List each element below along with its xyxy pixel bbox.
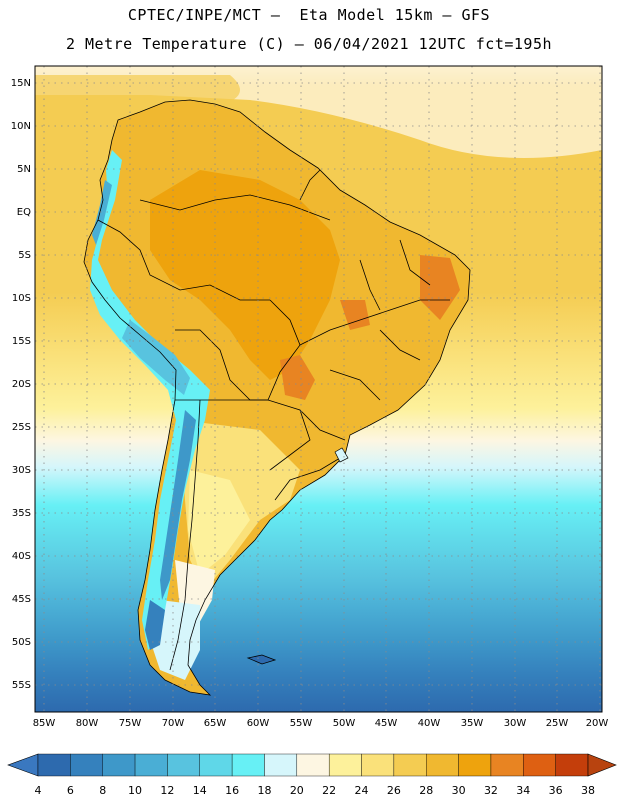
- lat-label: 35S: [12, 508, 31, 519]
- map-title-line-2: 2 Metre Temperature (C) – 06/04/2021 12U…: [65, 35, 553, 53]
- lon-label: 20W: [586, 718, 609, 729]
- colorbar-label: 4: [35, 784, 42, 797]
- lat-label: 10S: [12, 293, 31, 304]
- colorbar-swatch: [70, 753, 103, 777]
- colorbar-swatch: [426, 753, 459, 777]
- colorbar-label: 28: [419, 784, 433, 797]
- colorbar-label: 38: [581, 784, 595, 797]
- colorbar-label: 14: [193, 784, 207, 797]
- colorbar-swatch: [102, 753, 136, 777]
- colorbar-swatch: [523, 753, 556, 777]
- lon-label: 75W: [119, 718, 142, 729]
- lat-label: 15S: [12, 336, 31, 347]
- colorbar-label: 6: [67, 784, 74, 797]
- colorbar-label: 22: [322, 784, 336, 797]
- colorbar-label: 8: [99, 784, 106, 797]
- colorbar-swatch: [199, 753, 233, 777]
- lon-label: 55W: [290, 718, 313, 729]
- colorbar-label: 32: [484, 784, 498, 797]
- lat-label: 40S: [12, 551, 31, 562]
- colorbar-under-arrow: [7, 753, 39, 777]
- colorbar-swatch: [296, 753, 330, 777]
- lon-label: 30W: [504, 718, 527, 729]
- colorbar-label: 34: [516, 784, 530, 797]
- colorbar-swatch: [264, 753, 298, 777]
- lon-label: 60W: [247, 718, 270, 729]
- country-borders: [83, 99, 471, 696]
- colorbar-swatch: [490, 753, 524, 777]
- colorbar-swatch: [231, 753, 265, 777]
- lat-label: 5S: [18, 250, 31, 261]
- latitude-labels: 15N 10N 5N EQ 5S 10S 15S 20S 25S 30S 35S…: [11, 78, 31, 691]
- colorbar-label: 20: [290, 784, 304, 797]
- lat-label: 5N: [17, 164, 31, 175]
- lat-label: 15N: [11, 78, 31, 89]
- colorbar-label: 26: [387, 784, 401, 797]
- colorbar-label: 12: [160, 784, 174, 797]
- colorbar-swatch: [37, 753, 71, 777]
- temperature-field: [35, 66, 602, 712]
- colorbar: [7, 753, 617, 777]
- lat-label: 20S: [12, 379, 31, 390]
- lon-label: 50W: [333, 718, 356, 729]
- colorbar-swatch: [167, 753, 200, 777]
- lon-label: 35W: [461, 718, 484, 729]
- map-title-line-1: CPTEC/INPE/MCT – Eta Model 15km – GFS: [127, 6, 491, 24]
- colorbar-label: 16: [225, 784, 239, 797]
- lon-label: 85W: [33, 718, 56, 729]
- lat-label: 25S: [12, 422, 31, 433]
- colorbar-label: 10: [128, 784, 142, 797]
- lat-label: 10N: [11, 121, 31, 132]
- colorbar-over-arrow: [587, 753, 617, 777]
- colorbar-swatch: [361, 753, 395, 777]
- colorbar-label: 36: [549, 784, 563, 797]
- lat-label: 55S: [12, 680, 31, 691]
- colorbar-label: 24: [355, 784, 369, 797]
- lon-label: 25W: [546, 718, 569, 729]
- colorbar-swatch: [393, 753, 427, 777]
- map-frame: [34, 65, 603, 713]
- lat-label: 50S: [12, 637, 31, 648]
- lon-label: 45W: [375, 718, 398, 729]
- colorbar-labels: 4 6 8 10 12 14 16 18 20 22 24 26 28 30 32 34 36 38: [35, 784, 596, 797]
- lon-label: 80W: [76, 718, 99, 729]
- lon-label: 70W: [162, 718, 185, 729]
- colorbar-swatch: [555, 753, 589, 777]
- colorbar-swatch: [328, 753, 362, 777]
- lon-label: 40W: [418, 718, 441, 729]
- colorbar-label: 18: [257, 784, 271, 797]
- lat-label: EQ: [17, 207, 31, 218]
- colorbar-swatch: [458, 753, 492, 777]
- colorbar-label: 30: [452, 784, 466, 797]
- lat-label: 45S: [12, 594, 31, 605]
- lat-label: 30S: [12, 465, 31, 476]
- colorbar-swatch: [134, 753, 168, 777]
- lon-label: 65W: [204, 718, 227, 729]
- longitude-labels: 85W 80W 75W 70W 65W 60W 55W 50W 45W 40W …: [33, 718, 609, 729]
